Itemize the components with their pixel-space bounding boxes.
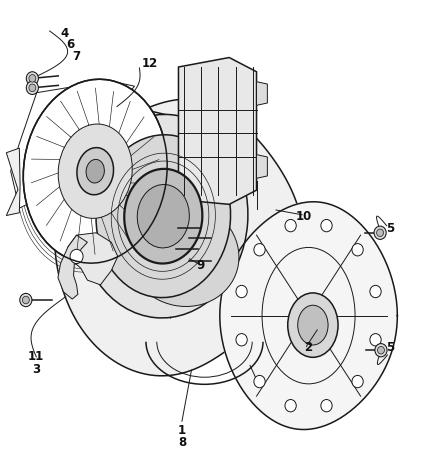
- Ellipse shape: [79, 114, 247, 318]
- Circle shape: [374, 343, 386, 357]
- Ellipse shape: [287, 293, 337, 357]
- Ellipse shape: [124, 169, 202, 264]
- Text: 8: 8: [178, 436, 186, 448]
- Ellipse shape: [137, 184, 189, 248]
- Text: 5: 5: [385, 341, 393, 354]
- Circle shape: [29, 84, 36, 92]
- Polygon shape: [256, 82, 267, 105]
- Polygon shape: [7, 148, 20, 216]
- Ellipse shape: [86, 160, 104, 183]
- Circle shape: [235, 285, 247, 298]
- Circle shape: [284, 219, 296, 232]
- Text: 4: 4: [61, 28, 69, 40]
- Circle shape: [369, 333, 380, 346]
- Text: 7: 7: [72, 49, 80, 63]
- Polygon shape: [256, 155, 267, 178]
- Ellipse shape: [77, 148, 113, 195]
- Polygon shape: [219, 202, 396, 429]
- Circle shape: [320, 399, 332, 412]
- Circle shape: [253, 244, 265, 256]
- Text: 3: 3: [32, 363, 40, 376]
- Circle shape: [20, 294, 32, 307]
- Circle shape: [253, 375, 265, 388]
- Text: 1: 1: [178, 424, 186, 437]
- Circle shape: [351, 375, 362, 388]
- Text: 2: 2: [304, 341, 312, 354]
- Circle shape: [22, 296, 29, 304]
- Polygon shape: [178, 57, 256, 204]
- Text: 10: 10: [296, 209, 312, 223]
- Polygon shape: [55, 99, 302, 376]
- Circle shape: [26, 81, 38, 95]
- Circle shape: [70, 249, 83, 264]
- Ellipse shape: [297, 305, 327, 345]
- Text: 6: 6: [66, 38, 74, 51]
- Circle shape: [320, 219, 332, 232]
- Polygon shape: [11, 81, 134, 208]
- Circle shape: [373, 226, 385, 239]
- Polygon shape: [68, 233, 118, 285]
- Circle shape: [377, 346, 384, 354]
- Circle shape: [351, 244, 362, 256]
- Circle shape: [29, 75, 36, 82]
- Polygon shape: [58, 235, 87, 299]
- Text: 11: 11: [28, 351, 44, 363]
- Ellipse shape: [23, 79, 167, 263]
- Circle shape: [235, 333, 247, 346]
- Ellipse shape: [96, 135, 230, 298]
- Circle shape: [284, 399, 296, 412]
- Text: 5: 5: [385, 222, 393, 236]
- Ellipse shape: [58, 124, 132, 218]
- Circle shape: [369, 285, 380, 298]
- Circle shape: [26, 72, 38, 85]
- Circle shape: [376, 229, 383, 237]
- Text: 9: 9: [196, 259, 204, 273]
- Ellipse shape: [126, 202, 238, 306]
- Text: 12: 12: [142, 57, 158, 70]
